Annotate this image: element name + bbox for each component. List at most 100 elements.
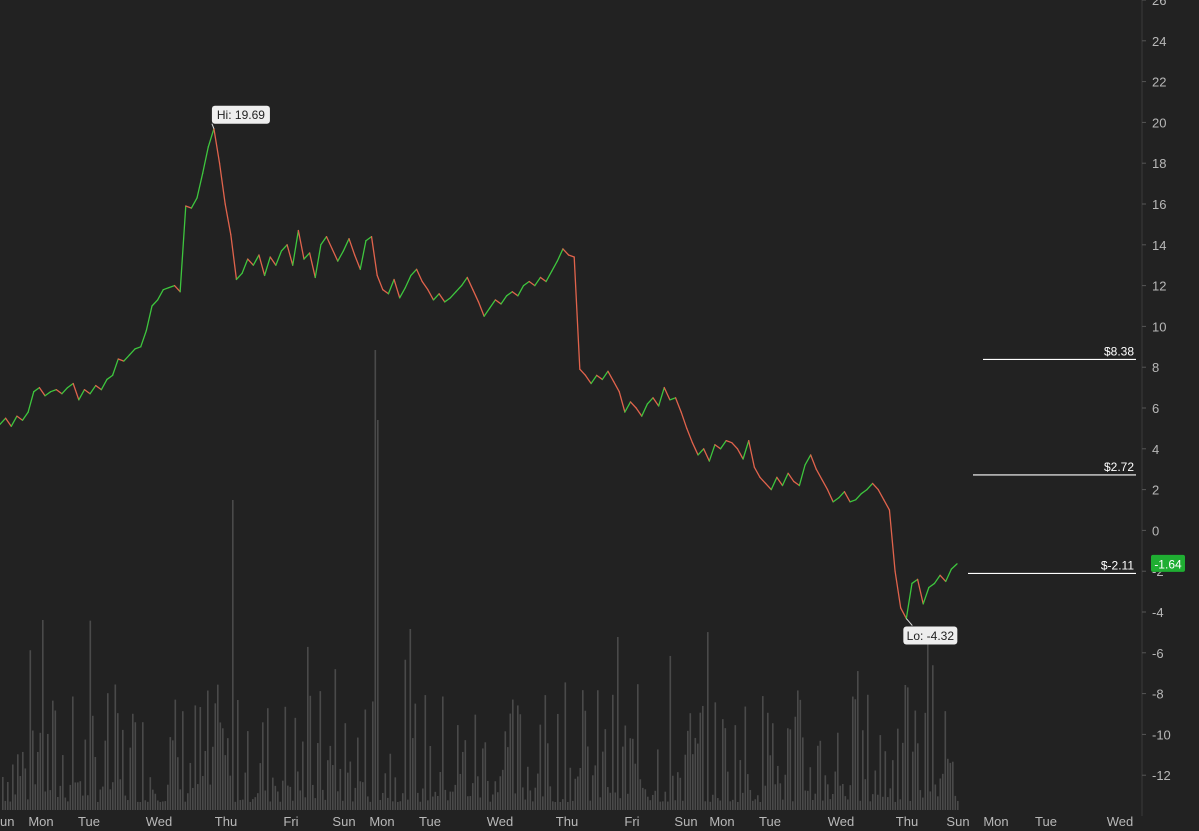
x-tick-label: Wed: [1107, 814, 1134, 829]
series-segment: [55, 388, 63, 395]
series-segment: [83, 388, 91, 395]
volume-bar: [334, 669, 337, 810]
volume-bar: [789, 729, 792, 810]
volume-bar: [254, 797, 257, 810]
volume-bar: [847, 799, 849, 810]
volume-bar: [52, 700, 54, 810]
series-segment: [776, 476, 784, 487]
volume-bar: [834, 771, 837, 810]
volume-bar: [229, 775, 232, 810]
volume-bar: [862, 730, 864, 810]
series-segment: [258, 254, 266, 277]
series-segment: [16, 415, 24, 421]
volume-bar: [614, 792, 617, 810]
volume-bar: [284, 706, 287, 810]
series-segment: [472, 289, 480, 303]
volume-bar: [242, 799, 244, 810]
series-segment: [156, 289, 164, 301]
series-segment: [10, 415, 18, 428]
volume-bar: [352, 801, 354, 810]
series-segment: [393, 278, 401, 299]
volume-bar: [257, 793, 259, 810]
series-segment: [551, 260, 558, 272]
volume-bar: [712, 794, 714, 810]
volume-bar: [392, 801, 394, 810]
volume-bar: [44, 791, 47, 810]
volume-bar: [407, 799, 409, 810]
volume-bar: [849, 785, 852, 810]
series-segment: [933, 574, 941, 585]
price-lines: $8.38 $2.72 $-2.11: [968, 344, 1136, 574]
series-segment: [849, 499, 857, 503]
volume-bar: [342, 800, 344, 810]
volume-bar: [759, 801, 762, 810]
volume-bar: [224, 755, 227, 810]
volume-bar: [914, 710, 917, 810]
volume-bar: [137, 801, 139, 810]
volume-bar: [524, 799, 527, 810]
series-segment: [224, 203, 232, 236]
volume-bar: [459, 773, 462, 810]
series-segment: [742, 439, 750, 460]
volume-bar: [652, 794, 654, 810]
x-tick-label: Mon: [369, 814, 394, 829]
volume-bar: [569, 767, 572, 810]
series-segment: [629, 401, 637, 409]
volume-bar: [679, 777, 682, 810]
volume-bar: [664, 791, 667, 810]
volume-bar: [182, 711, 184, 810]
volume-bar: [554, 801, 557, 810]
high-callout-text: Hi: 19.69: [217, 108, 265, 122]
volume-bar: [412, 738, 414, 810]
volume-bar: [952, 761, 954, 810]
volume-bar: [649, 800, 652, 810]
volume-bar: [879, 735, 882, 810]
volume-bar: [659, 801, 662, 810]
volume-bar: [394, 777, 397, 810]
volume-bar: [729, 801, 732, 810]
volume-bar: [287, 785, 289, 810]
series-segment: [359, 240, 367, 270]
volume-bar: [804, 790, 807, 810]
volume-bar: [42, 620, 44, 810]
y-tick-label: 6: [1152, 401, 1159, 416]
volume-bar: [192, 787, 194, 810]
volume-bar: [512, 699, 514, 810]
series-segment: [337, 250, 345, 262]
series-segment: [894, 570, 902, 609]
series-segment: [528, 280, 536, 287]
current-value-box: [1151, 554, 1185, 572]
y-tick-label: 24: [1152, 34, 1166, 49]
series-segment: [866, 482, 874, 491]
series-segment: [517, 284, 525, 297]
volume-bar: [87, 795, 89, 810]
volume-bar: [359, 781, 362, 810]
volume-bar: [24, 768, 27, 810]
volume-bar: [732, 799, 734, 810]
volume-bar: [757, 795, 759, 810]
series-segment: [511, 291, 519, 297]
volume-bar: [602, 751, 604, 810]
volume-bar: [434, 791, 437, 810]
volume-bar: [124, 795, 127, 810]
volume-bar: [749, 790, 752, 810]
series-segment: [764, 482, 772, 491]
x-tick-label: Tue: [759, 814, 781, 829]
volume-bar: [509, 713, 512, 810]
volume-bar: [274, 785, 277, 810]
volume-bar: [494, 781, 497, 810]
series-segment: [325, 235, 333, 250]
volume-bar: [782, 799, 784, 810]
series-segment: [269, 256, 277, 266]
volume-bar: [27, 799, 29, 810]
series-segment: [173, 284, 181, 293]
series-segment: [27, 391, 35, 413]
y-tick-label: 2: [1152, 483, 1159, 498]
series-segment: [584, 374, 592, 385]
series-segment: [0, 417, 7, 425]
x-tick-label: Thu: [896, 814, 918, 829]
series-segment: [950, 563, 958, 570]
series-segment: [877, 488, 885, 501]
